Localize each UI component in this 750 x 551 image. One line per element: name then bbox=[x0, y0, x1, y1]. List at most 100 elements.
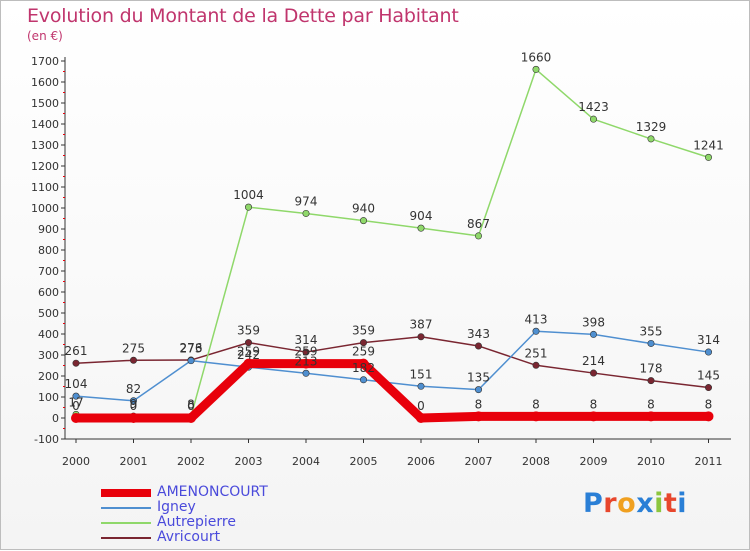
logo-letter: t bbox=[663, 488, 678, 519]
logo-letter: P bbox=[583, 488, 604, 519]
legend-swatch bbox=[101, 488, 151, 497]
data-label-igney: 273 bbox=[180, 342, 203, 356]
x-tick-label: 2010 bbox=[637, 455, 665, 468]
data-label-avricourt: 359 bbox=[352, 324, 375, 338]
y-tick-label: 800 bbox=[38, 244, 59, 257]
data-label-autrepierre: 1660 bbox=[521, 50, 552, 64]
data-point-amenoncourt bbox=[473, 411, 484, 422]
data-label-autrepierre: 867 bbox=[467, 217, 490, 231]
data-point-igney bbox=[474, 386, 482, 394]
data-point-amenoncourt bbox=[358, 358, 369, 369]
data-point-avricourt bbox=[589, 369, 597, 377]
data-label-autrepierre: 17 bbox=[68, 395, 83, 409]
data-point-autrepierre bbox=[647, 135, 655, 143]
series-line-avricourt bbox=[75, 335, 710, 389]
data-point-avricourt bbox=[245, 339, 253, 347]
data-point-amenoncourt bbox=[646, 411, 656, 422]
data-point-avricourt bbox=[647, 377, 655, 385]
data-label-amenoncourt: 259 bbox=[237, 345, 260, 359]
x-tick-label: 2006 bbox=[407, 455, 435, 468]
y-tick-label: 1600 bbox=[31, 76, 59, 89]
data-label-autrepierre: 9 bbox=[130, 397, 138, 411]
x-tick-label: 2002 bbox=[177, 455, 205, 468]
series-line-igney bbox=[75, 330, 710, 402]
data-label-igney: 104 bbox=[65, 377, 88, 391]
data-label-igney: 135 bbox=[467, 371, 490, 385]
data-point-avricourt bbox=[302, 348, 310, 356]
data-label-avricourt: 343 bbox=[467, 327, 490, 341]
data-label-autrepierre: 904 bbox=[410, 209, 433, 223]
data-label-avricourt: 275 bbox=[122, 341, 145, 355]
legend-swatch bbox=[101, 521, 151, 524]
y-tick-label: 400 bbox=[38, 328, 59, 341]
data-label-autrepierre: 974 bbox=[295, 194, 318, 208]
data-point-amenoncourt bbox=[243, 358, 254, 369]
data-point-amenoncourt bbox=[416, 413, 426, 423]
legend-label: Autrepierre bbox=[157, 514, 236, 530]
series-line-autrepierre bbox=[75, 68, 710, 418]
y-tick-label: 1100 bbox=[31, 181, 59, 194]
data-label-amenoncourt: 0 bbox=[187, 399, 195, 413]
data-label-amenoncourt: 8 bbox=[705, 397, 713, 411]
y-tick-label: 700 bbox=[38, 265, 59, 278]
data-point-igney bbox=[72, 392, 80, 400]
data-label-amenoncourt: 8 bbox=[590, 397, 598, 411]
data-label-igney: 355 bbox=[640, 324, 663, 338]
data-label-autrepierre: 1423 bbox=[578, 100, 609, 114]
y-tick-label: 1400 bbox=[31, 118, 59, 131]
legend-label: Avricourt bbox=[157, 529, 221, 545]
data-label-avricourt: 314 bbox=[295, 333, 318, 347]
data-label-avricourt: 359 bbox=[237, 324, 260, 338]
data-label-amenoncourt: 0 bbox=[417, 399, 425, 413]
data-label-igney: 314 bbox=[697, 333, 720, 347]
data-point-amenoncourt bbox=[71, 413, 81, 423]
x-tick-label: 2009 bbox=[580, 455, 608, 468]
data-label-autrepierre: 8 bbox=[187, 397, 195, 411]
y-tick-label: 1500 bbox=[31, 97, 59, 110]
data-label-igney: 213 bbox=[295, 354, 318, 368]
data-label-avricourt: 214 bbox=[582, 354, 605, 368]
y-tick-label: 600 bbox=[38, 286, 59, 299]
data-label-igney: 242 bbox=[237, 348, 260, 362]
chart-unit-label: (en €) bbox=[27, 29, 63, 43]
data-label-avricourt: 178 bbox=[640, 362, 663, 376]
data-point-avricourt bbox=[704, 384, 712, 392]
data-point-igney bbox=[130, 397, 138, 405]
legend-swatch bbox=[101, 506, 151, 509]
data-point-igney bbox=[359, 376, 367, 384]
data-label-autrepierre: 940 bbox=[352, 202, 375, 216]
x-tick-label: 2003 bbox=[235, 455, 263, 468]
legend-item: AMENONCOURT bbox=[101, 485, 268, 500]
data-label-avricourt: 251 bbox=[525, 346, 548, 360]
x-tick-label: 2008 bbox=[522, 455, 550, 468]
data-point-avricourt bbox=[130, 356, 138, 364]
data-point-amenoncourt bbox=[703, 411, 714, 422]
legend-label: AMENONCOURT bbox=[157, 484, 268, 500]
logo-letter: o bbox=[617, 488, 637, 519]
x-tick-label: 2000 bbox=[62, 455, 90, 468]
y-tick-label: 100 bbox=[38, 391, 59, 404]
data-point-autrepierre bbox=[704, 153, 712, 161]
data-point-avricourt bbox=[72, 359, 80, 367]
data-point-igney bbox=[302, 369, 310, 377]
data-label-amenoncourt: 0 bbox=[72, 399, 80, 413]
y-tick-label: 0 bbox=[52, 412, 59, 425]
data-point-autrepierre bbox=[589, 115, 597, 123]
data-point-igney bbox=[647, 339, 655, 347]
data-point-igney bbox=[532, 327, 540, 335]
y-tick-label: 1200 bbox=[31, 160, 59, 173]
data-label-igney: 413 bbox=[525, 312, 548, 326]
x-tick-label: 2004 bbox=[292, 455, 320, 468]
data-label-autrepierre: 1241 bbox=[693, 138, 724, 152]
data-label-avricourt: 261 bbox=[65, 344, 88, 358]
y-tick-label: 200 bbox=[38, 370, 59, 383]
y-tick-label: 1700 bbox=[31, 55, 59, 68]
data-label-avricourt: 276 bbox=[180, 341, 203, 355]
data-label-igney: 398 bbox=[582, 315, 605, 329]
legend-item: Igney bbox=[101, 500, 268, 515]
data-label-amenoncourt: 8 bbox=[532, 397, 540, 411]
data-label-amenoncourt: 259 bbox=[295, 345, 318, 359]
legend-label: Igney bbox=[157, 499, 196, 515]
